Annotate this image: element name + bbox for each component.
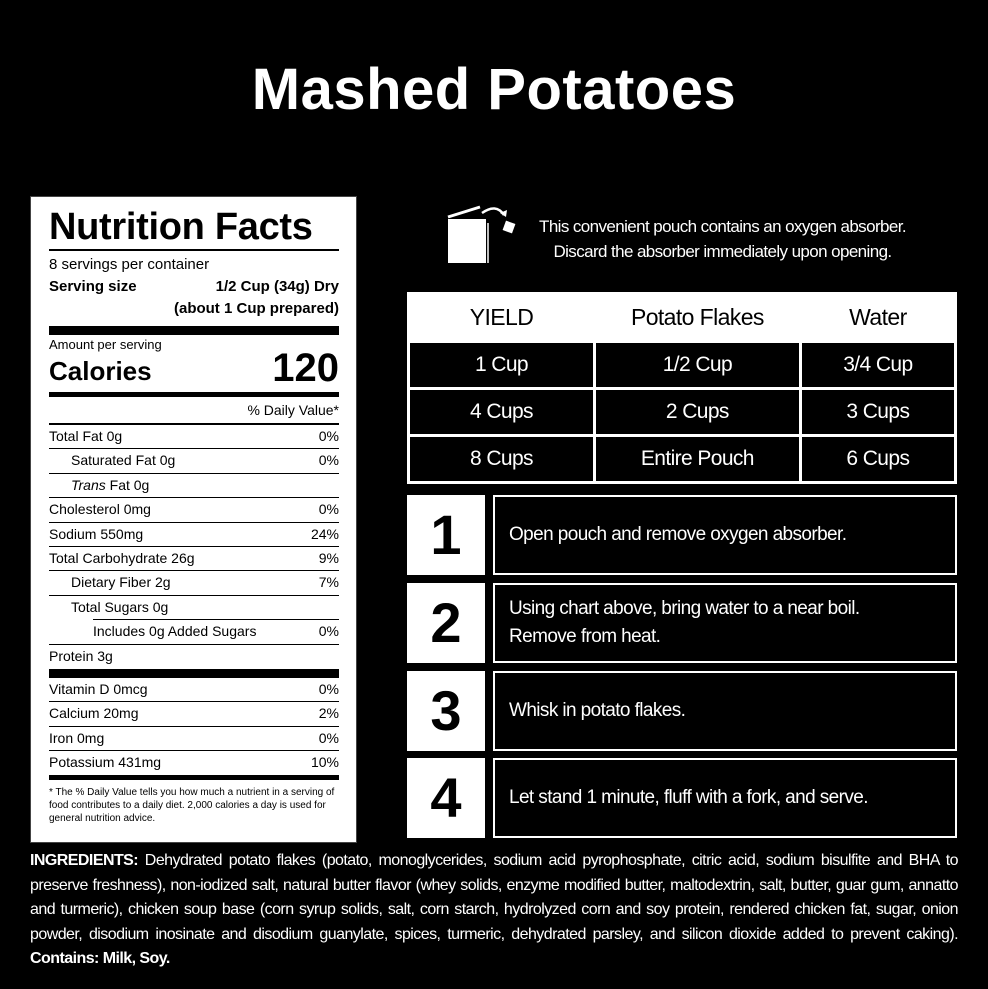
nutrient-dv: 24% <box>310 525 339 542</box>
step-3: 3 Whisk in potato flakes. <box>407 671 957 751</box>
nutrient-label: Trans Fat 0g <box>49 474 149 497</box>
yield-cell: 8 Cups <box>407 434 596 484</box>
nutrient-label: Protein 3g <box>49 647 113 664</box>
serving-size: Serving size 1/2 Cup (34g) Dry <box>49 276 339 298</box>
nutrient-row: Dietary Fiber 2g 7% <box>49 571 339 596</box>
nutrient-row: Saturated Fat 0g 0% <box>49 449 339 474</box>
nutrition-facts-heading: Nutrition Facts <box>49 206 313 248</box>
yield-row: 4 Cups 2 Cups 3 Cups <box>407 387 958 437</box>
yield-cell: 4 Cups <box>407 387 596 437</box>
calories-label: Calories <box>49 356 152 386</box>
nutrient-dv: 0% <box>318 428 339 444</box>
header-water: Water <box>798 292 958 343</box>
nutrient-dv: 9% <box>318 549 339 566</box>
divider <box>49 326 339 335</box>
serving-size-note: (about 1 Cup prepared) <box>173 300 339 317</box>
oxygen-absorber-notice: This convenient pouch contains an oxygen… <box>520 214 925 264</box>
nutrient-row: Total Sugars 0g <box>49 596 339 621</box>
vitamin-dv: 0% <box>318 680 339 697</box>
header-potato-flakes: Potato Flakes <box>592 292 802 343</box>
nutrient-label: Dietary Fiber 2g <box>71 574 171 591</box>
nutrient-dv: 7% <box>318 574 339 591</box>
divider <box>49 423 339 425</box>
ingredients-text: Dehydrated potato flakes (potato, monogl… <box>30 852 959 943</box>
vitamin-dv: 10% <box>310 754 339 771</box>
yield-table-header: YIELD Potato Flakes Water <box>407 292 958 343</box>
vitamin-row: Potassium 431mg 10% <box>49 751 339 775</box>
nutrient-row: Cholesterol 0mg 0% <box>49 498 339 523</box>
nutrient-dv: 0% <box>318 452 339 469</box>
flakes-cell: Entire Pouch <box>592 434 802 484</box>
step-2: 2 Using chart above, bring water to a ne… <box>407 583 957 663</box>
nutrient-label: Total Carbohydrate 26g <box>49 549 195 566</box>
nutrient-label: Sodium 550mg <box>49 525 144 542</box>
notice-line-2: Discard the absorber immediately upon op… <box>553 242 892 261</box>
daily-value-footnote: * The % Daily Value tells you how much a… <box>49 787 335 825</box>
step-number: 3 <box>407 671 485 751</box>
step-number: 2 <box>407 583 485 663</box>
amount-per-serving: Amount per serving <box>49 337 162 352</box>
header-yield: YIELD <box>407 292 596 343</box>
step-text: Using chart above, bring water to a near… <box>493 583 957 663</box>
divider <box>49 392 339 397</box>
servings-per-container: 8 servings per container <box>49 256 210 273</box>
yield-row: 8 Cups Entire Pouch 6 Cups <box>407 434 958 484</box>
nutrient-label: Total Sugars 0g <box>71 598 169 615</box>
calories-row: Calories 120 <box>49 348 339 388</box>
nutrition-facts-panel: Nutrition Facts 8 servings per container… <box>30 196 357 843</box>
nutrient-label-italic: Trans <box>71 476 106 493</box>
step-4: 4 Let stand 1 minute, fluff with a fork,… <box>407 758 957 838</box>
calories-value: 120 <box>272 346 339 390</box>
step-1: 1 Open pouch and remove oxygen absorber. <box>407 495 957 575</box>
nutrient-label: Saturated Fat 0g <box>71 452 176 469</box>
step-number: 1 <box>407 495 485 575</box>
ingredients-label: INGREDIENTS: <box>30 852 139 869</box>
notice-line-1: This convenient pouch contains an oxygen… <box>539 217 907 236</box>
serving-size-label: Serving size <box>49 278 137 295</box>
nutrient-dv: 0% <box>318 501 339 518</box>
nutrient-row: Sodium 550mg 24% <box>49 523 339 547</box>
step-text: Let stand 1 minute, fluff with a fork, a… <box>493 758 957 838</box>
vitamin-label: Vitamin D 0mcg <box>49 680 148 697</box>
divider <box>49 249 339 251</box>
flakes-cell: 1/2 Cup <box>592 340 802 390</box>
nutrient-row: Trans Fat 0g <box>49 474 339 499</box>
ingredients: INGREDIENTS: Dehydrated potato flakes (p… <box>30 849 959 972</box>
vitamin-dv: 2% <box>318 705 339 722</box>
yield-row: 1 Cup 1/2 Cup 3/4 Cup <box>407 340 958 390</box>
nutrient-label: Cholesterol 0mg <box>49 501 151 518</box>
divider <box>49 668 339 678</box>
yield-cell: 1 Cup <box>407 340 596 390</box>
vitamin-dv: 0% <box>318 729 339 746</box>
vitamin-label: Iron 0mg <box>49 729 105 746</box>
vitamin-row: Vitamin D 0mcg 0% <box>49 678 339 703</box>
nutrient-label-rest: Fat 0g <box>105 476 150 493</box>
nutrient-dv: 0% <box>318 623 339 640</box>
flakes-cell: 2 Cups <box>592 387 802 437</box>
serving-size-value: 1/2 Cup (34g) Dry <box>215 278 339 295</box>
water-cell: 3/4 Cup <box>798 340 958 390</box>
water-cell: 6 Cups <box>798 434 958 484</box>
yield-table: YIELD Potato Flakes Water 1 Cup 1/2 Cup … <box>407 292 958 484</box>
divider <box>93 618 339 621</box>
step-number: 4 <box>407 758 485 838</box>
divider <box>49 775 339 781</box>
water-cell: 3 Cups <box>798 387 958 437</box>
vitamin-label: Potassium 431mg <box>49 754 162 771</box>
vitamin-row: Calcium 20mg 2% <box>49 702 339 727</box>
page-title: Mashed Potatoes <box>251 57 737 122</box>
nutrient-row: Protein 3g <box>49 645 339 669</box>
allergen-statement: Contains: Milk, Soy. <box>30 950 170 967</box>
nutrient-row: Total Fat 0g 0% <box>49 425 339 450</box>
nutrient-label: Total Fat 0g <box>49 428 123 444</box>
step-text: Open pouch and remove oxygen absorber. <box>493 495 957 575</box>
nutrient-label: Includes 0g Added Sugars <box>93 623 257 640</box>
daily-value-header: % Daily Value* <box>247 402 339 418</box>
step-text: Whisk in potato flakes. <box>493 671 957 751</box>
pouch-absorber-icon <box>447 205 516 263</box>
vitamin-label: Calcium 20mg <box>49 705 139 722</box>
nutrient-row: Total Carbohydrate 26g 9% <box>49 547 339 572</box>
nutrient-row: Includes 0g Added Sugars 0% <box>49 620 339 645</box>
vitamin-row: Iron 0mg 0% <box>49 727 339 752</box>
